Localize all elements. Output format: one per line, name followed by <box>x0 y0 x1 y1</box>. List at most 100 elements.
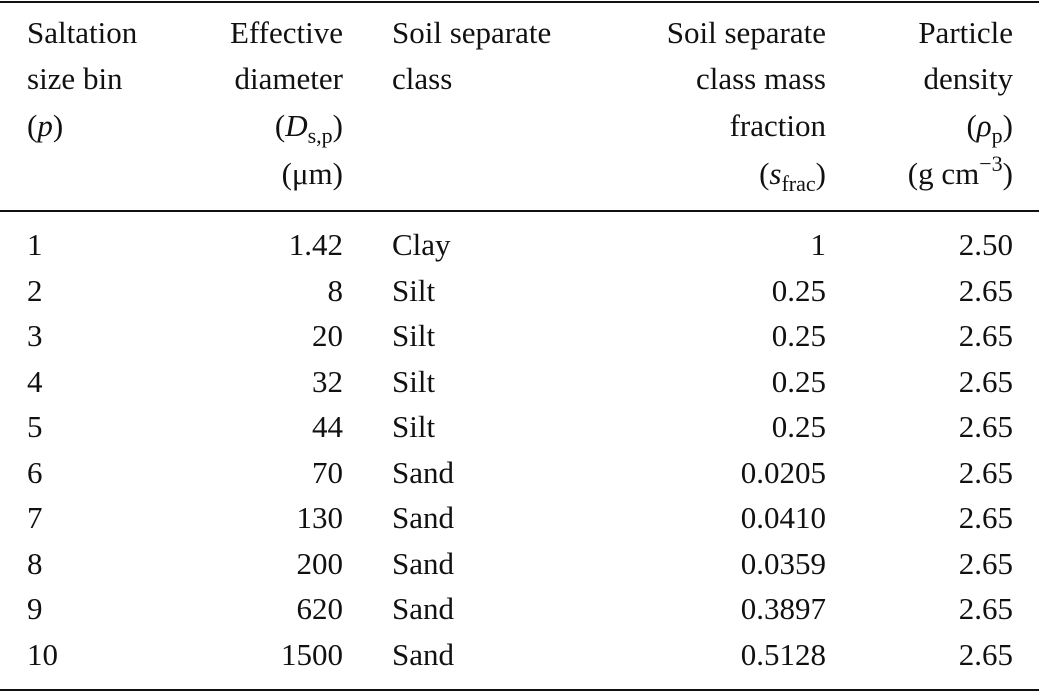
table-cell: 70 <box>312 454 343 490</box>
header-text: ( <box>759 156 770 191</box>
table-cell: 0.25 <box>771 363 826 399</box>
table-cell: Silt <box>392 363 436 399</box>
table-cell: 0.25 <box>771 318 826 353</box>
header-text: ) <box>815 156 826 191</box>
table-cell: 2.65 <box>958 591 1013 626</box>
table-cell: Sand <box>392 591 454 626</box>
header-line: Saltation <box>27 13 137 53</box>
table-cell: 6 <box>27 454 43 490</box>
header-text: (μm) <box>281 156 343 191</box>
header-line: (Ds,p) <box>275 106 343 148</box>
table-cell: Silt <box>392 409 436 444</box>
table-cell: 8 <box>27 545 43 581</box>
table-cell: Sand <box>392 454 454 490</box>
header-rule <box>0 210 1039 212</box>
table-cell: 1500 <box>281 636 343 672</box>
table-cell: 2.50 <box>958 227 1013 262</box>
table-cell: 2.65 <box>958 636 1013 672</box>
bottom-rule <box>0 689 1039 691</box>
table-cell: 0.0410 <box>740 500 826 535</box>
header-text: Soil separate <box>392 15 552 50</box>
header-line: (p) <box>27 106 63 146</box>
header-text: ( <box>966 108 977 143</box>
header-line: diameter <box>235 59 343 99</box>
header-text: Saltation <box>27 15 138 50</box>
table-cell: 2.65 <box>958 272 1013 308</box>
header-line: Soil separate <box>667 13 826 53</box>
table-cell: 2.65 <box>958 500 1013 535</box>
table-cell: 1.42 <box>288 227 343 262</box>
header-text: ) <box>1002 156 1013 191</box>
table-cell: 8 <box>327 272 344 308</box>
header-text: s <box>769 156 782 191</box>
table-cell: 7 <box>27 500 43 535</box>
table-cell: 0.25 <box>771 409 826 444</box>
table-cell: 2 <box>27 272 43 308</box>
table-cell: Sand <box>392 636 454 672</box>
table-cell: 20 <box>312 318 343 353</box>
header-text: fraction <box>729 108 826 143</box>
table-cell: 2.65 <box>958 454 1013 490</box>
table-cell: 3 <box>27 318 43 353</box>
table-cell: 130 <box>296 500 344 535</box>
top-rule <box>0 1 1039 3</box>
header-text: ( <box>27 108 38 143</box>
table-cell: 5 <box>27 409 43 444</box>
table-cell: Silt <box>392 318 436 353</box>
table-cell: 2.65 <box>958 409 1013 444</box>
table-cell: 1 <box>27 227 43 262</box>
header-text: ) <box>52 108 64 143</box>
header-line: (ρp) <box>966 106 1013 148</box>
table-cell: 0.0359 <box>740 545 826 581</box>
table-cell: 0.0205 <box>740 454 826 490</box>
header-text: Effective <box>229 15 343 50</box>
header-text: frac <box>781 171 816 196</box>
header-line: Soil separate <box>392 13 551 53</box>
header-line: (g cm−3) <box>907 151 1013 194</box>
header-line: class <box>392 59 452 99</box>
table-cell: 4 <box>27 363 43 399</box>
header-line: fraction <box>730 106 826 146</box>
header-text: Particle <box>918 15 1013 50</box>
header-text: ) <box>332 108 343 143</box>
header-line: size bin <box>27 59 123 99</box>
table-cell: 2.65 <box>958 363 1013 399</box>
table-cell: Clay <box>392 227 451 262</box>
header-text: ) <box>1002 108 1013 143</box>
header-text: D <box>285 108 308 143</box>
header-line: Particle <box>918 13 1013 53</box>
header-text: ρ <box>976 108 992 143</box>
header-text: −3 <box>979 151 1003 176</box>
header-text: (g cm <box>907 156 980 191</box>
header-line: class mass <box>696 59 826 99</box>
header-line: density <box>923 59 1013 99</box>
header-text: class mass <box>695 61 826 96</box>
table-cell: 620 <box>296 591 344 626</box>
table-cell: Silt <box>392 272 436 308</box>
header-text: density <box>923 61 1013 96</box>
table-cell: 9 <box>27 591 43 626</box>
header-line: Effective <box>230 13 343 53</box>
table-cell: 44 <box>312 409 343 444</box>
table-cell: Sand <box>392 500 454 535</box>
header-text: p <box>37 108 53 143</box>
table-cell: 1 <box>810 227 827 262</box>
table-cell: 200 <box>296 545 344 581</box>
header-text: class <box>392 61 453 96</box>
header-text: size bin <box>27 61 123 96</box>
table-cell: 0.25 <box>771 272 826 308</box>
table-cell: 2.65 <box>958 318 1013 353</box>
header-text: p <box>991 123 1003 148</box>
table-cell: 10 <box>27 636 58 672</box>
table-cell: 2.65 <box>958 545 1013 581</box>
table-cell: Sand <box>392 545 454 581</box>
header-line: (μm) <box>282 154 343 194</box>
table-cell: 32 <box>312 363 343 399</box>
table-cell: 0.3897 <box>740 591 826 626</box>
table-cell: 0.5128 <box>740 636 826 672</box>
header-line: (sfrac) <box>759 154 826 196</box>
header-text: diameter <box>234 61 343 96</box>
header-text: s,p <box>307 123 333 148</box>
header-text: Soil separate <box>666 15 826 50</box>
